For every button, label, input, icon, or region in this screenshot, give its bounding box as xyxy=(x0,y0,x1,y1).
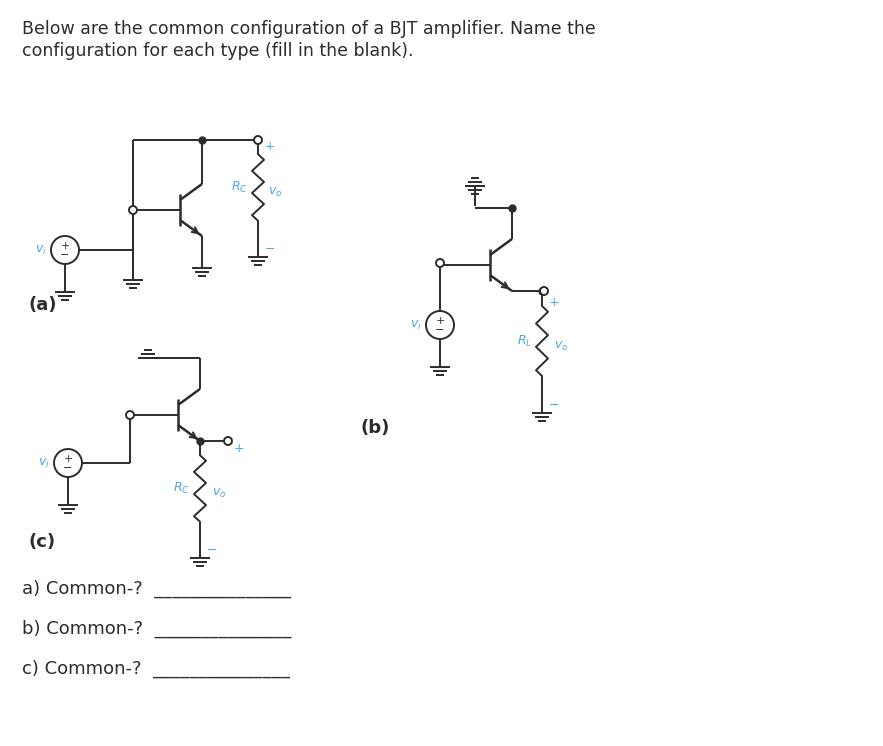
Circle shape xyxy=(224,437,232,445)
Text: $v_i$: $v_i$ xyxy=(411,319,422,331)
Text: +: + xyxy=(64,454,72,464)
Text: +: + xyxy=(265,140,275,152)
Text: c) Common-?  _______________: c) Common-? _______________ xyxy=(22,660,290,678)
Text: $v_o$: $v_o$ xyxy=(554,339,569,353)
Circle shape xyxy=(436,259,444,267)
Text: +: + xyxy=(60,241,70,251)
Text: +: + xyxy=(435,316,445,326)
Text: (b): (b) xyxy=(360,419,389,437)
Circle shape xyxy=(254,136,262,144)
Text: +: + xyxy=(549,296,560,310)
Text: $v_i$: $v_i$ xyxy=(38,457,50,469)
Text: a) Common-?  _______________: a) Common-? _______________ xyxy=(22,580,291,598)
Text: $R_C$: $R_C$ xyxy=(173,481,190,496)
Text: −: − xyxy=(60,250,70,260)
Text: $v_o$: $v_o$ xyxy=(212,487,226,500)
Text: configuration for each type (fill in the blank).: configuration for each type (fill in the… xyxy=(22,42,413,60)
Text: (c): (c) xyxy=(28,533,55,551)
Text: −: − xyxy=(435,325,445,335)
Text: −: − xyxy=(549,398,560,412)
Text: $v_o$: $v_o$ xyxy=(268,186,283,199)
Text: (a): (a) xyxy=(28,296,57,314)
Text: b) Common-?  _______________: b) Common-? _______________ xyxy=(22,620,291,639)
Circle shape xyxy=(426,311,454,339)
Text: $R_L$: $R_L$ xyxy=(517,333,532,348)
Text: +: + xyxy=(234,442,245,456)
Text: Below are the common configuration of a BJT amplifier. Name the: Below are the common configuration of a … xyxy=(22,20,596,38)
Text: −: − xyxy=(207,544,217,557)
Circle shape xyxy=(51,236,79,264)
Circle shape xyxy=(126,411,134,419)
Circle shape xyxy=(540,287,548,295)
Text: $R_C$: $R_C$ xyxy=(231,180,248,195)
Text: −: − xyxy=(64,463,72,473)
Circle shape xyxy=(129,206,137,214)
Text: $v_i$: $v_i$ xyxy=(35,243,47,257)
Circle shape xyxy=(54,449,82,477)
Text: −: − xyxy=(265,242,275,255)
